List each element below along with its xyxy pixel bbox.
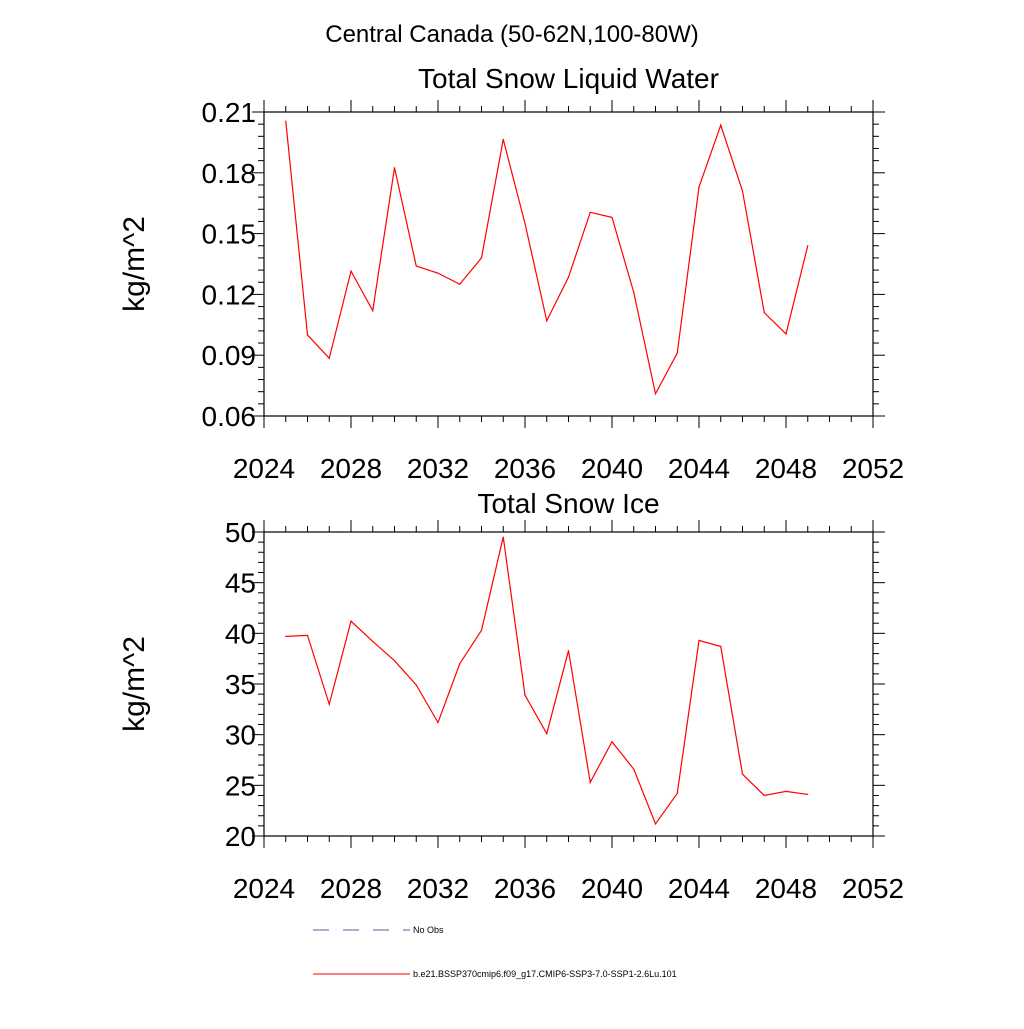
data-point [393,660,396,662]
y-tick-label: 0.18 [202,158,257,189]
x-tick-label: 2036 [494,453,556,484]
chart-panel-1: Total Snow Liquid Water kg/m^2 2024 2028 203… [118,63,904,484]
data-point [328,357,330,359]
data-point [459,283,461,285]
x-tick-label: 2024 [233,453,295,484]
data-point [676,352,678,354]
x-tick-label: 2028 [320,873,382,904]
data-point [633,291,635,293]
series-points [285,536,809,825]
data-point [480,629,483,631]
y-axis-label: kg/m^2 [118,636,151,732]
data-point [741,190,744,192]
data-point [415,265,417,267]
data-point [785,333,787,335]
y-tick-label: 20 [225,821,256,852]
data-point [698,186,700,188]
series-line-1 [285,536,808,826]
panel-title: Total Snow Liquid Water [418,63,719,94]
legend: No Obs b.e21.BSSP370cmip6.f09_g17.CMIP6-S… [313,925,677,979]
x-tick-label: 2040 [581,453,643,484]
data-point [763,312,765,314]
data-point [546,320,548,322]
y-axis-label: kg/m^2 [118,216,151,312]
data-point [589,781,591,783]
x-tick-label: 2032 [407,453,469,484]
y-tick-label: 40 [225,618,256,649]
data-point [741,773,744,775]
x-tick-label: 2044 [668,873,730,904]
y-tick-label: 0.06 [202,401,257,432]
legend-label: No Obs [413,925,444,935]
legend-label: b.e21.BSSP370cmip6.f09_g17.CMIP6-SSP3-7.… [413,969,677,979]
x-tick-label: 2028 [320,453,382,484]
data-point [437,272,439,274]
panel-title: Total Snow Ice [477,488,659,519]
data-point [611,216,613,218]
data-point [350,620,352,622]
data-point [807,245,809,247]
data-point [415,684,417,686]
data-point [502,536,504,538]
data-point [654,823,657,825]
y-tick-label: 0.12 [202,279,257,310]
data-point [372,310,374,312]
y-tick-label: 30 [225,720,256,751]
x-tick-label: 2052 [842,453,904,484]
y-tick-label: 25 [225,770,256,801]
x-tick-label: 2024 [233,873,295,904]
data-point [306,334,309,336]
data-point [350,270,352,272]
data-point [502,138,504,140]
data-point [393,167,396,169]
data-point [567,276,570,278]
data-point [589,211,591,213]
x-tick-label: 2040 [581,873,643,904]
data-point [763,794,765,797]
y-tick-label: 0.21 [202,97,257,128]
data-point [524,694,526,696]
x-tick-label: 2048 [755,453,817,484]
data-point [654,393,657,395]
data-point [372,640,374,643]
plot-frame [263,531,874,837]
data-point [285,120,287,122]
data-point [459,663,461,665]
data-point [567,649,570,652]
data-point [785,790,787,793]
data-point [698,639,700,642]
y-tick-label: 0.15 [202,219,257,250]
data-point [306,634,309,636]
data-point [437,721,439,724]
series-points [285,120,809,395]
x-tick-label: 2052 [842,873,904,904]
y-tick-label: 50 [225,517,256,548]
x-tick-label: 2048 [755,873,817,904]
data-point [807,793,809,796]
x-tick-label: 2032 [407,873,469,904]
data-point [546,733,548,735]
x-tick-label: 2044 [668,453,730,484]
data-point [285,635,287,637]
figure-title: Central Canada (50-62N,100-80W) [325,21,699,48]
data-point [633,768,635,770]
y-tick-label: 45 [225,568,256,599]
data-point [328,703,330,705]
data-point [611,741,613,743]
data-point [480,257,483,259]
data-point [524,222,526,225]
plot-frame [263,111,874,417]
series-line-1 [285,121,809,396]
data-point [720,645,722,648]
y-tick-label: 0.09 [202,340,257,371]
y-tick-label: 35 [225,669,256,700]
x-tick-label: 2036 [494,873,556,904]
data-point [720,124,722,126]
data-point [676,792,678,795]
